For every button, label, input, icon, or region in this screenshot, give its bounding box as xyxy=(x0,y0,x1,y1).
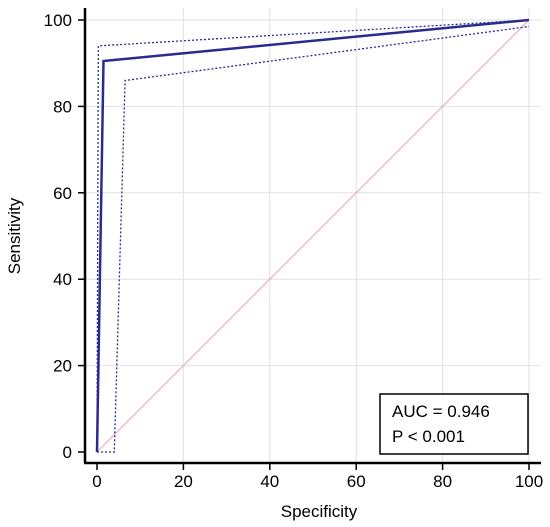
x-tick-label-100: 100 xyxy=(515,472,543,491)
x-tick-label-0: 0 xyxy=(92,472,101,491)
x-tick-label-80: 80 xyxy=(433,472,452,491)
auc-box-frame xyxy=(379,393,529,455)
grid xyxy=(85,8,541,462)
roc-curve xyxy=(95,18,530,453)
y-tick-label-0: 0 xyxy=(63,443,72,462)
x-axis-title: Specificity xyxy=(281,502,358,521)
ci-upper-curve xyxy=(96,19,530,453)
ci-lower-curve xyxy=(97,25,530,453)
axes xyxy=(83,8,541,465)
y-tick-label-60: 60 xyxy=(53,184,72,203)
x-tick-label-40: 40 xyxy=(260,472,279,491)
auc-box: AUC = 0.946 P < 0.001 xyxy=(379,393,529,455)
p-value: P < 0.001 xyxy=(392,427,465,446)
y-tick-label-80: 80 xyxy=(53,97,72,116)
ticks: 0 20 40 60 80 100 0 20 40 60 80 100 xyxy=(44,11,544,491)
y-tick-label-20: 20 xyxy=(53,357,72,376)
x-tick-label-60: 60 xyxy=(347,472,366,491)
reference-curve xyxy=(96,19,530,453)
series-layer xyxy=(95,18,530,453)
y-axis-title: Sensitivity xyxy=(5,197,24,274)
y-tick-label-40: 40 xyxy=(53,270,72,289)
y-tick-label-100: 100 xyxy=(44,11,72,30)
x-tick-label-20: 20 xyxy=(174,472,193,491)
auc-value: AUC = 0.946 xyxy=(392,402,490,421)
